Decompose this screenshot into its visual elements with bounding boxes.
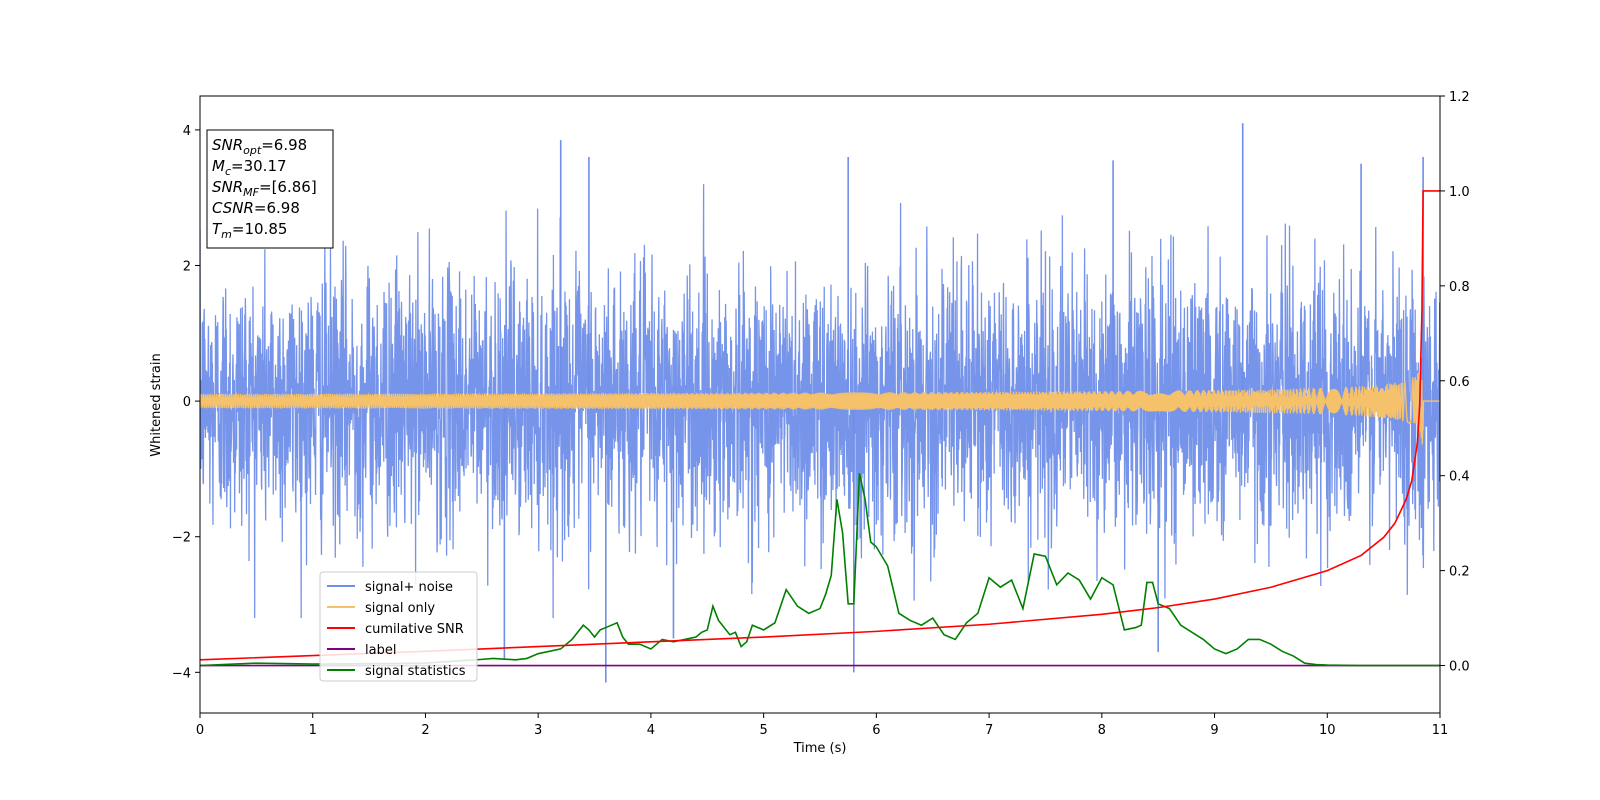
x-tick-label: 6 — [872, 723, 880, 738]
y-axis-label: Whitened strain — [149, 353, 164, 456]
y2-tick-label: 1.2 — [1449, 90, 1470, 105]
y-axis-left: −4 −2 0 2 4 — [172, 124, 200, 681]
y2-tick-label: 0.2 — [1449, 565, 1470, 580]
y2-tick-label: 0.0 — [1449, 660, 1470, 675]
y-tick-label: 4 — [183, 124, 191, 139]
info-box: SNRopt=6.98Mc=30.17SNRMF=[6.86]CSNR=6.98… — [206, 129, 334, 249]
x-axis-label: Time (s) — [793, 741, 847, 756]
plot-frame — [199, 95, 1441, 714]
series-cumilative-snr-line — [200, 190, 1440, 661]
y2-tick-label: 0.8 — [1449, 280, 1470, 295]
x-axis: 0 1 2 3 4 5 6 7 8 9 10 11 — [196, 713, 1448, 738]
x-tick-label: 10 — [1319, 723, 1336, 738]
legend-frame — [319, 571, 478, 682]
legend-label: label — [365, 643, 396, 658]
plot-area — [200, 123, 1440, 683]
legend-label: signal only — [365, 601, 435, 616]
legend-label: signal statistics — [365, 664, 466, 679]
y2-tick-label: 0.4 — [1449, 470, 1470, 485]
x-tick-label: 4 — [647, 723, 655, 738]
x-tick-label: 3 — [534, 723, 542, 738]
x-tick-label: 9 — [1210, 723, 1218, 738]
x-tick-label: 5 — [759, 723, 767, 738]
info-line: SNRopt=6.98 — [212, 136, 307, 157]
y-tick-label: 0 — [183, 395, 191, 410]
y-axis-right: 0.0 0.2 0.4 0.6 0.8 1.0 1.2 — [1440, 90, 1470, 675]
x-tick-label: 1 — [309, 723, 317, 738]
info-line: SNRMF=[6.86] — [212, 178, 317, 199]
y2-tick-label: 1.0 — [1449, 185, 1470, 200]
y-tick-label: 2 — [183, 260, 191, 275]
info-line: Tm=10.85 — [212, 220, 287, 241]
legend-label: signal+ noise — [365, 580, 453, 595]
info-line: CSNR=6.98 — [212, 199, 300, 217]
x-tick-label: 7 — [985, 723, 993, 738]
series-signal-only-line — [200, 372, 1440, 445]
x-tick-label: 8 — [1098, 723, 1106, 738]
x-tick-label: 2 — [421, 723, 429, 738]
legend: signal+ noise signal only cumilative SNR la… — [319, 571, 478, 682]
info-line: Mc=30.17 — [212, 157, 287, 178]
series-signal-noise-peaks — [503, 123, 1424, 683]
x-tick-label: 11 — [1432, 723, 1449, 738]
y-tick-label: −2 — [172, 531, 191, 546]
info-box-frame — [206, 129, 334, 249]
y-tick-label: −4 — [172, 666, 191, 681]
legend-label: cumilative SNR — [365, 622, 464, 637]
y2-tick-label: 0.6 — [1449, 375, 1470, 390]
x-tick-label: 0 — [196, 723, 204, 738]
